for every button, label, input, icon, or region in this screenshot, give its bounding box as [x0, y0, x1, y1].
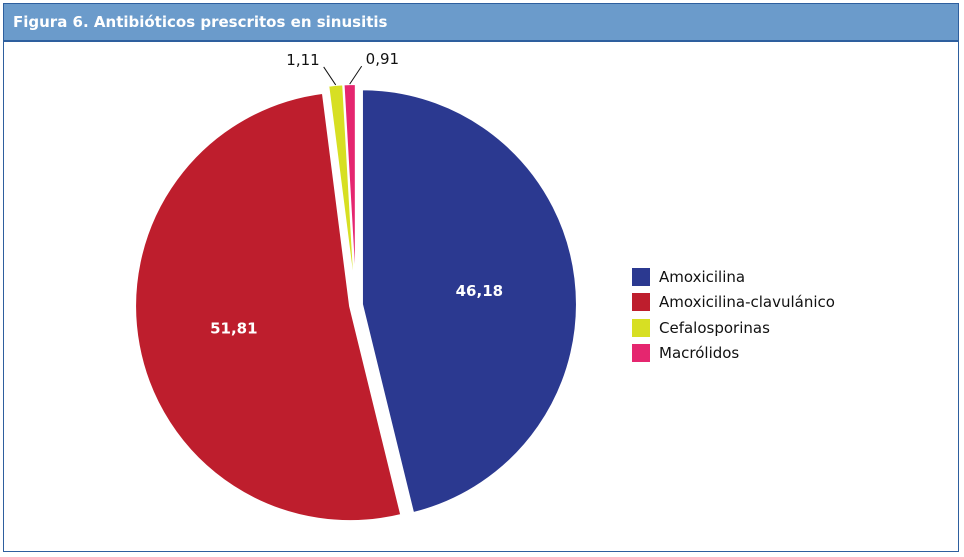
data-label: 1,11 [286, 51, 319, 69]
legend-item: Macrólidos [632, 341, 835, 367]
legend-swatch [632, 344, 650, 363]
data-label: 51,81 [210, 320, 257, 338]
legend-item: Amoxicilina [632, 264, 835, 290]
pie-slice-amoxicilina [360, 88, 578, 515]
figure-header: Figura 6. Antibióticos prescritos en sin… [4, 4, 958, 42]
figure-title: Figura 6. Antibióticos prescritos en sin… [13, 13, 388, 31]
legend-swatch [632, 318, 650, 337]
legend-label: Macrólidos [659, 344, 740, 363]
legend-swatch [632, 293, 650, 312]
pie-slice-amoxicilina-clavul-nico [134, 91, 403, 523]
data-label: 0,91 [366, 50, 399, 68]
figure-frame: Figura 6. Antibióticos prescritos en sin… [3, 3, 959, 552]
legend-item: Cefalosporinas [632, 315, 835, 341]
leader-line [323, 66, 337, 86]
legend-label: Amoxicilina [659, 267, 746, 286]
legend: Amoxicilina Amoxicilina-clavulánico Cefa… [632, 264, 835, 366]
legend-item: Amoxicilina-clavulánico [632, 290, 835, 316]
legend-label: Cefalosporinas [659, 318, 770, 337]
data-label: 46,18 [456, 282, 503, 300]
legend-label: Amoxicilina-clavulánico [659, 293, 835, 312]
legend-swatch [632, 267, 650, 286]
leader-line [349, 65, 363, 85]
